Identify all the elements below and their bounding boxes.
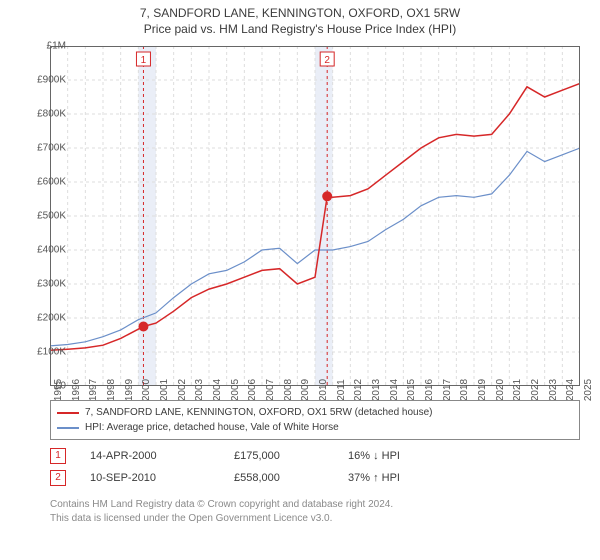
title-line-2: Price paid vs. HM Land Registry's House …: [0, 22, 600, 36]
event-delta: 37% ↑ HPI: [348, 472, 448, 484]
svg-text:1: 1: [141, 55, 147, 66]
event-date: 14-APR-2000: [90, 450, 210, 462]
legend-item: 7, SANDFORD LANE, KENNINGTON, OXFORD, OX…: [57, 405, 573, 420]
event-price: £175,000: [234, 450, 324, 462]
event-list: 1 14-APR-2000 £175,000 16% ↓ HPI 2 10-SE…: [50, 442, 580, 486]
event-row: 2 10-SEP-2010 £558,000 37% ↑ HPI: [50, 470, 580, 486]
title-line-1: 7, SANDFORD LANE, KENNINGTON, OXFORD, OX…: [0, 6, 600, 20]
event-price: £558,000: [234, 472, 324, 484]
chart-titles: 7, SANDFORD LANE, KENNINGTON, OXFORD, OX…: [0, 0, 600, 36]
attribution: Contains HM Land Registry data © Crown c…: [50, 498, 580, 525]
legend-item: HPI: Average price, detached house, Vale…: [57, 420, 573, 435]
attribution-line: This data is licensed under the Open Gov…: [50, 512, 580, 526]
event-date: 10-SEP-2010: [90, 472, 210, 484]
event-delta: 16% ↓ HPI: [348, 450, 448, 462]
legend-swatch: [57, 412, 79, 414]
event-row: 1 14-APR-2000 £175,000 16% ↓ HPI: [50, 448, 580, 464]
chart-container: 7, SANDFORD LANE, KENNINGTON, OXFORD, OX…: [0, 0, 600, 560]
event-badge: 1: [50, 448, 66, 464]
event-badge: 2: [50, 470, 66, 486]
legend-label: 7, SANDFORD LANE, KENNINGTON, OXFORD, OX…: [85, 405, 433, 420]
legend-swatch: [57, 427, 79, 429]
legend: 7, SANDFORD LANE, KENNINGTON, OXFORD, OX…: [50, 400, 580, 440]
price-chart: 12: [50, 46, 580, 386]
legend-label: HPI: Average price, detached house, Vale…: [85, 420, 339, 435]
svg-text:2: 2: [324, 55, 330, 66]
attribution-line: Contains HM Land Registry data © Crown c…: [50, 498, 580, 512]
